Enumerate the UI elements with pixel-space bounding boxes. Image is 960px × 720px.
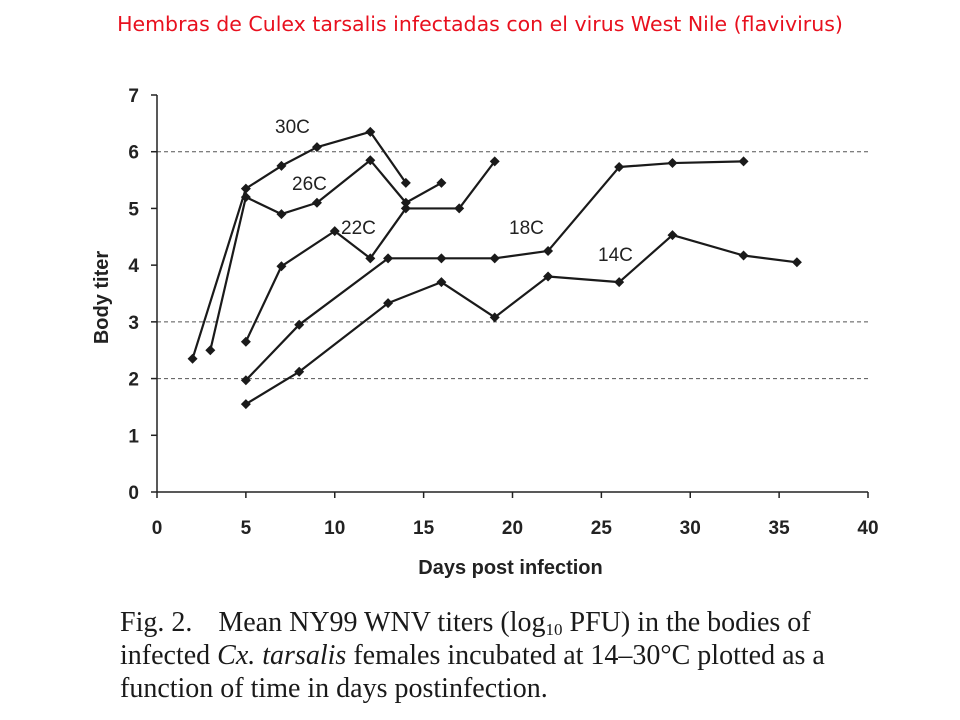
data-point-26C-2 <box>276 209 287 220</box>
data-point-22C-0 <box>240 336 251 347</box>
y-tick-label-2: 2 <box>128 370 139 391</box>
y-tick-label-6: 6 <box>128 143 139 164</box>
series-annotation-30C: 30C <box>275 117 310 138</box>
data-point-14C-3 <box>436 277 447 288</box>
data-point-26C-6 <box>436 177 447 188</box>
y-tick-label-4: 4 <box>128 256 139 277</box>
data-point-18C-0 <box>240 375 251 386</box>
data-point-26C-0 <box>205 345 216 356</box>
data-point-30C-5 <box>400 177 411 188</box>
x-tick-label-5: 5 <box>241 518 252 539</box>
x-tick-label-30: 30 <box>680 518 701 539</box>
data-point-18C-3 <box>436 253 447 264</box>
data-point-14C-1 <box>294 366 305 377</box>
y-tick-label-5: 5 <box>128 199 139 220</box>
data-point-14C-6 <box>614 277 625 288</box>
data-point-30C-3 <box>311 142 322 153</box>
series-annotation-26C: 26C <box>292 174 327 195</box>
data-point-18C-1 <box>294 319 305 330</box>
data-point-14C-0 <box>240 399 251 410</box>
line-chart: 0 1 2 3 4 5 6 7 0 5 10 15 20 25 30 35 40 Days post infect… <box>91 86 879 579</box>
data-point-18C-7 <box>667 158 678 169</box>
data-point-14C-2 <box>383 298 394 309</box>
figure-label: Fig. 2. <box>120 607 193 638</box>
data-point-22C-1 <box>276 261 287 272</box>
data-point-18C-6 <box>614 162 625 173</box>
data-point-26C-5 <box>400 197 411 208</box>
data-point-30C-2 <box>276 160 287 171</box>
data-point-30C-0 <box>187 353 198 364</box>
data-point-22C-2 <box>329 226 340 237</box>
series-line-30C <box>191 130 407 360</box>
caption-subscript: 10 <box>545 620 563 639</box>
figure-caption: Fig. 2. Mean NY99 WNV titers (log10 PFU) … <box>120 606 900 705</box>
data-point-14C-8 <box>738 250 749 261</box>
x-tick-label-0: 0 <box>152 518 163 539</box>
series-annotation-18C: 18C <box>509 218 544 239</box>
y-axis-label: Body titer <box>91 251 113 345</box>
series-annotation-22C: 22C <box>341 218 376 239</box>
data-point-26C-3 <box>311 197 322 208</box>
data-point-18C-2 <box>383 253 394 264</box>
data-point-18C-8 <box>738 156 749 167</box>
x-tick-label-10: 10 <box>324 518 345 539</box>
y-tick-label-3: 3 <box>128 313 139 334</box>
slide-title: Hembras de Culex tarsalis infectadas con… <box>117 12 843 36</box>
y-tick-label-7: 7 <box>128 86 139 107</box>
data-point-22C-3 <box>365 253 376 264</box>
data-point-22C-5 <box>454 203 465 214</box>
data-point-14C-4 <box>489 312 500 323</box>
data-point-30C-4 <box>365 126 376 137</box>
data-point-26C-1 <box>240 192 251 203</box>
caption-species: Cx. tarsalis <box>217 640 347 671</box>
y-tick-label-0: 0 <box>128 483 139 504</box>
data-point-22C-6 <box>489 156 500 167</box>
data-point-18C-4 <box>489 253 500 264</box>
series-annotation-14C: 14C <box>598 245 633 266</box>
series-line-14C <box>245 233 798 406</box>
data-point-14C-7 <box>667 230 678 241</box>
data-point-26C-4 <box>365 155 376 166</box>
x-axis-label: Days post infection <box>418 557 602 579</box>
caption-text-3: females incubated at 14–30°C plotted as … <box>120 640 825 704</box>
y-tick-label-1: 1 <box>128 426 139 447</box>
x-tick-label-15: 15 <box>413 518 435 539</box>
data-point-30C-1 <box>240 183 251 194</box>
data-point-22C-4 <box>400 203 411 214</box>
x-tick-label-25: 25 <box>591 518 613 539</box>
caption-text-2: PFU) in the bodies of infected <box>120 607 811 671</box>
x-tick-label-20: 20 <box>502 518 523 539</box>
data-point-14C-5 <box>543 271 554 282</box>
x-tick-label-35: 35 <box>769 518 791 539</box>
caption-text-1: Mean NY99 WNV titers (log <box>218 607 546 638</box>
data-point-14C-9 <box>791 257 802 268</box>
data-point-18C-5 <box>543 245 554 256</box>
x-tick-label-40: 40 <box>857 518 878 539</box>
series-line-22C <box>244 160 496 343</box>
